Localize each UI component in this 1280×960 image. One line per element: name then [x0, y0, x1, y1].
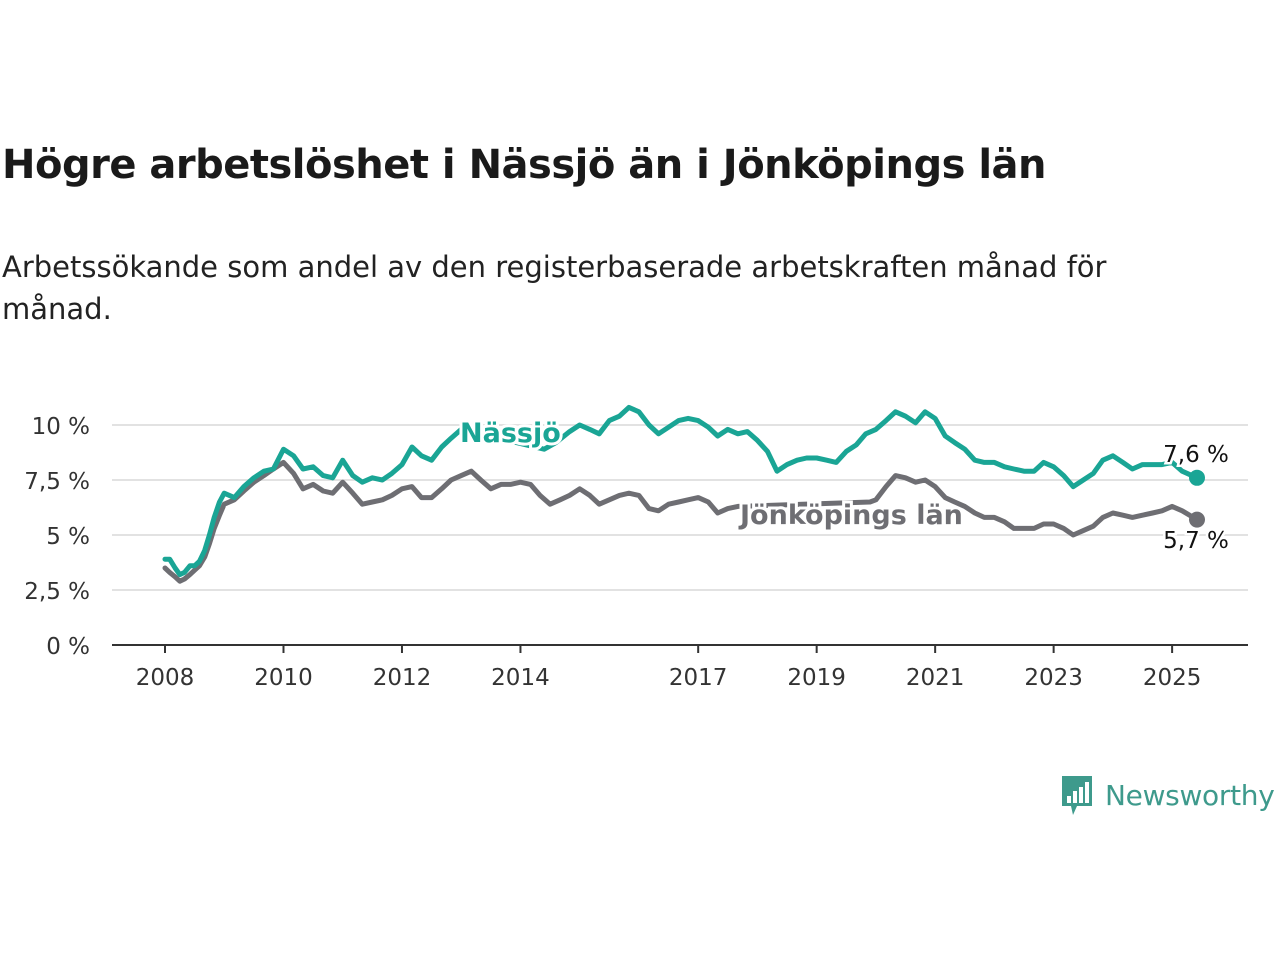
- end-point-nassjo: [1189, 469, 1205, 486]
- x-tick-label: 2012: [373, 665, 432, 691]
- series-line-nassjo: [162, 404, 1200, 578]
- x-tick-label: 2021: [906, 665, 965, 691]
- series-lines: [162, 404, 1205, 584]
- y-tick-label: 7,5 %: [24, 469, 90, 495]
- x-tick-label: 2014: [491, 665, 550, 691]
- x-tick-label: 2019: [787, 665, 846, 691]
- end-point-jonkopings-lan: [1189, 511, 1205, 528]
- series-labels: Nässjö Jönköpings län 7,6 % 5,7 %: [457, 415, 1231, 557]
- brand-logo: Newsworthy: [1059, 772, 1275, 818]
- end-value-label-nassjo: 7,6 %: [1163, 442, 1229, 468]
- series-label-nassjo: Nässjö: [460, 418, 561, 449]
- x-tick-label: 2010: [254, 665, 313, 691]
- x-tick-label: 2008: [136, 665, 195, 691]
- newsworthy-logo-icon: [1062, 776, 1092, 815]
- series-label-jonkopings-lan: Jönköpings län: [738, 500, 963, 531]
- y-tick-label: 0 %: [46, 634, 90, 660]
- grid-lines: [112, 424, 1248, 591]
- y-tick-label: 5 %: [46, 524, 90, 550]
- chart-title: Högre arbetslöshet i Nässjö än i Jönköpi…: [2, 142, 1047, 188]
- x-axis: 2008 2010 2012 2014 2017 2019 2021 2023 2025: [112, 644, 1248, 691]
- y-tick-labels: 0 % 2,5 % 5 % 7,5 % 10 %: [24, 414, 90, 660]
- x-tick-label: 2017: [669, 665, 728, 691]
- line-chart: 0 % 2,5 % 5 % 7,5 % 10 % 2008 2010 2012 2014 201…: [24, 404, 1248, 691]
- y-tick-label: 10 %: [32, 414, 90, 440]
- x-tick-label: 2023: [1024, 665, 1083, 691]
- x-tick-label: 2025: [1143, 665, 1202, 691]
- series-line-jonkopings-lan: [162, 459, 1200, 584]
- chart-subtitle: Arbetssökande som andel av den registerb…: [2, 250, 1107, 326]
- end-value-label-jonkopings-lan: 5,7 %: [1163, 528, 1229, 554]
- y-tick-label: 2,5 %: [24, 579, 90, 605]
- brand-name: Newsworthy: [1105, 778, 1275, 812]
